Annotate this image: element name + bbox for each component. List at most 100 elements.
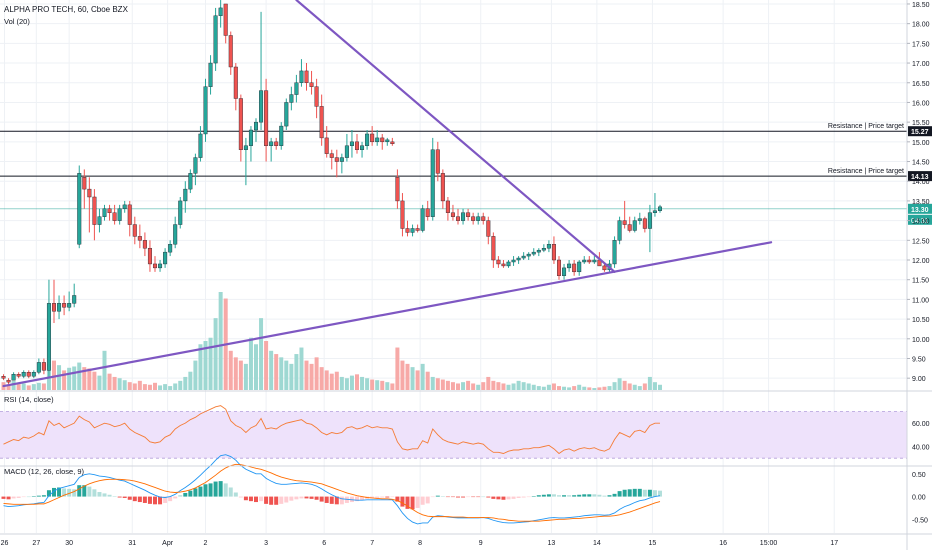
- volume-bar: [137, 380, 142, 390]
- time-tick-label: 7: [370, 540, 374, 547]
- candle-body: [87, 188, 92, 198]
- candle-body: [415, 228, 420, 231]
- volume-bar: [16, 384, 21, 390]
- macd-histogram-bar: [531, 496, 536, 497]
- macd-histogram-bar: [264, 496, 269, 504]
- candle-body: [82, 177, 87, 190]
- trendline-ascending: [2, 241, 773, 388]
- time-tick-label: 15: [649, 540, 657, 547]
- macd-histogram-bar: [183, 492, 188, 497]
- volume-bar: [163, 384, 168, 390]
- countdown-label: 04:31: [911, 218, 929, 225]
- candle-body: [248, 129, 253, 146]
- candle-body: [284, 102, 289, 127]
- volume-bar: [36, 382, 41, 390]
- macd-histogram-bar: [223, 483, 228, 497]
- price-tick-label: 15.00: [912, 140, 930, 147]
- level-price-tag: [908, 171, 932, 182]
- candle-body: [168, 244, 173, 253]
- candle-body: [627, 224, 632, 231]
- candle-body: [617, 220, 622, 241]
- volume-bar: [491, 380, 496, 390]
- candle-body: [46, 303, 51, 371]
- volume-bar: [375, 380, 380, 390]
- volume-bar: [82, 367, 87, 390]
- candle-body: [481, 216, 486, 221]
- macd-histogram-bar: [274, 496, 279, 505]
- macd-histogram-bar: [254, 496, 258, 503]
- macd-histogram-bar: [627, 489, 632, 497]
- rsi-band: [0, 411, 907, 459]
- volume-bar: [254, 344, 258, 390]
- volume-bar: [481, 382, 486, 390]
- candle-body: [526, 253, 531, 257]
- candle-body: [385, 139, 390, 143]
- macd-histogram-bar: [289, 496, 294, 501]
- macd-histogram-bar: [62, 488, 67, 497]
- volume-bar: [304, 360, 309, 390]
- volume-bar: [132, 383, 137, 390]
- macd-histogram-bar: [536, 495, 541, 497]
- macd-histogram-bar: [612, 493, 617, 497]
- macd-histogram-bar: [198, 486, 203, 497]
- candle-body: [536, 249, 541, 253]
- macd-histogram-bar: [385, 496, 390, 498]
- macd-histogram-bar: [344, 496, 349, 503]
- candle-body: [213, 15, 218, 64]
- price-tick-label: 9.00: [912, 376, 926, 383]
- macd-pane: 0.50 0.00 -0.50: [1, 454, 928, 525]
- volume-bar: [632, 384, 637, 390]
- volume-bar: [355, 374, 359, 390]
- candle-body: [587, 259, 592, 263]
- candle-body: [476, 216, 481, 221]
- macd-histogram-bar: [238, 496, 243, 498]
- volume-bar: [6, 384, 11, 390]
- volume-bar: [178, 380, 183, 390]
- candle-body: [158, 263, 163, 269]
- candle-body: [264, 90, 269, 146]
- volume-bar: [213, 318, 218, 390]
- macd-histogram-bar: [541, 494, 546, 497]
- trendlines[interactable]: [2, 0, 773, 388]
- volume-bar: [107, 373, 112, 390]
- candle-body: [228, 35, 233, 68]
- price-tick-label: 18.50: [912, 2, 930, 9]
- candle-body: [541, 247, 546, 251]
- volume-bar: [11, 380, 16, 390]
- time-tick-label: 30: [65, 540, 73, 547]
- macd-histogram-bar: [193, 488, 198, 497]
- volume-bar: [334, 371, 339, 390]
- macd-histogram-bar: [294, 496, 299, 500]
- candle-body: [183, 188, 188, 202]
- macd-histogram-bar: [259, 496, 264, 502]
- volume-bar: [562, 386, 567, 390]
- candle-body: [259, 90, 264, 123]
- volume-bar: [228, 350, 233, 390]
- macd-histogram-bar: [486, 496, 491, 498]
- resistance-levels: Resistance | Price target 15.27 Resistance…: [0, 123, 932, 225]
- candle-body: [642, 218, 647, 229]
- macd-histogram-bar: [6, 496, 11, 500]
- macd-histogram-bar: [466, 496, 471, 498]
- volume-bar: [92, 371, 97, 390]
- volume-bar: [67, 367, 72, 390]
- volume-bar: [279, 357, 284, 390]
- macd-histogram-bar: [57, 487, 62, 497]
- candle-body: [344, 145, 349, 158]
- macd-line: [3, 454, 661, 525]
- volume-bar: [400, 360, 405, 390]
- candle-body: [592, 259, 597, 263]
- volume-label: Vol (20): [4, 17, 30, 26]
- volume-bar: [390, 383, 395, 390]
- volume-bar: [572, 386, 577, 390]
- candle-body: [334, 157, 339, 162]
- candle-body: [309, 82, 314, 87]
- macd-histogram-bar: [617, 491, 622, 497]
- time-tick-label: 17: [830, 540, 838, 547]
- macd-label: MACD (12, 26, close, 9): [4, 467, 85, 476]
- candle-body: [531, 251, 536, 255]
- candle-body: [506, 261, 511, 267]
- macd-histogram-bar: [577, 494, 582, 497]
